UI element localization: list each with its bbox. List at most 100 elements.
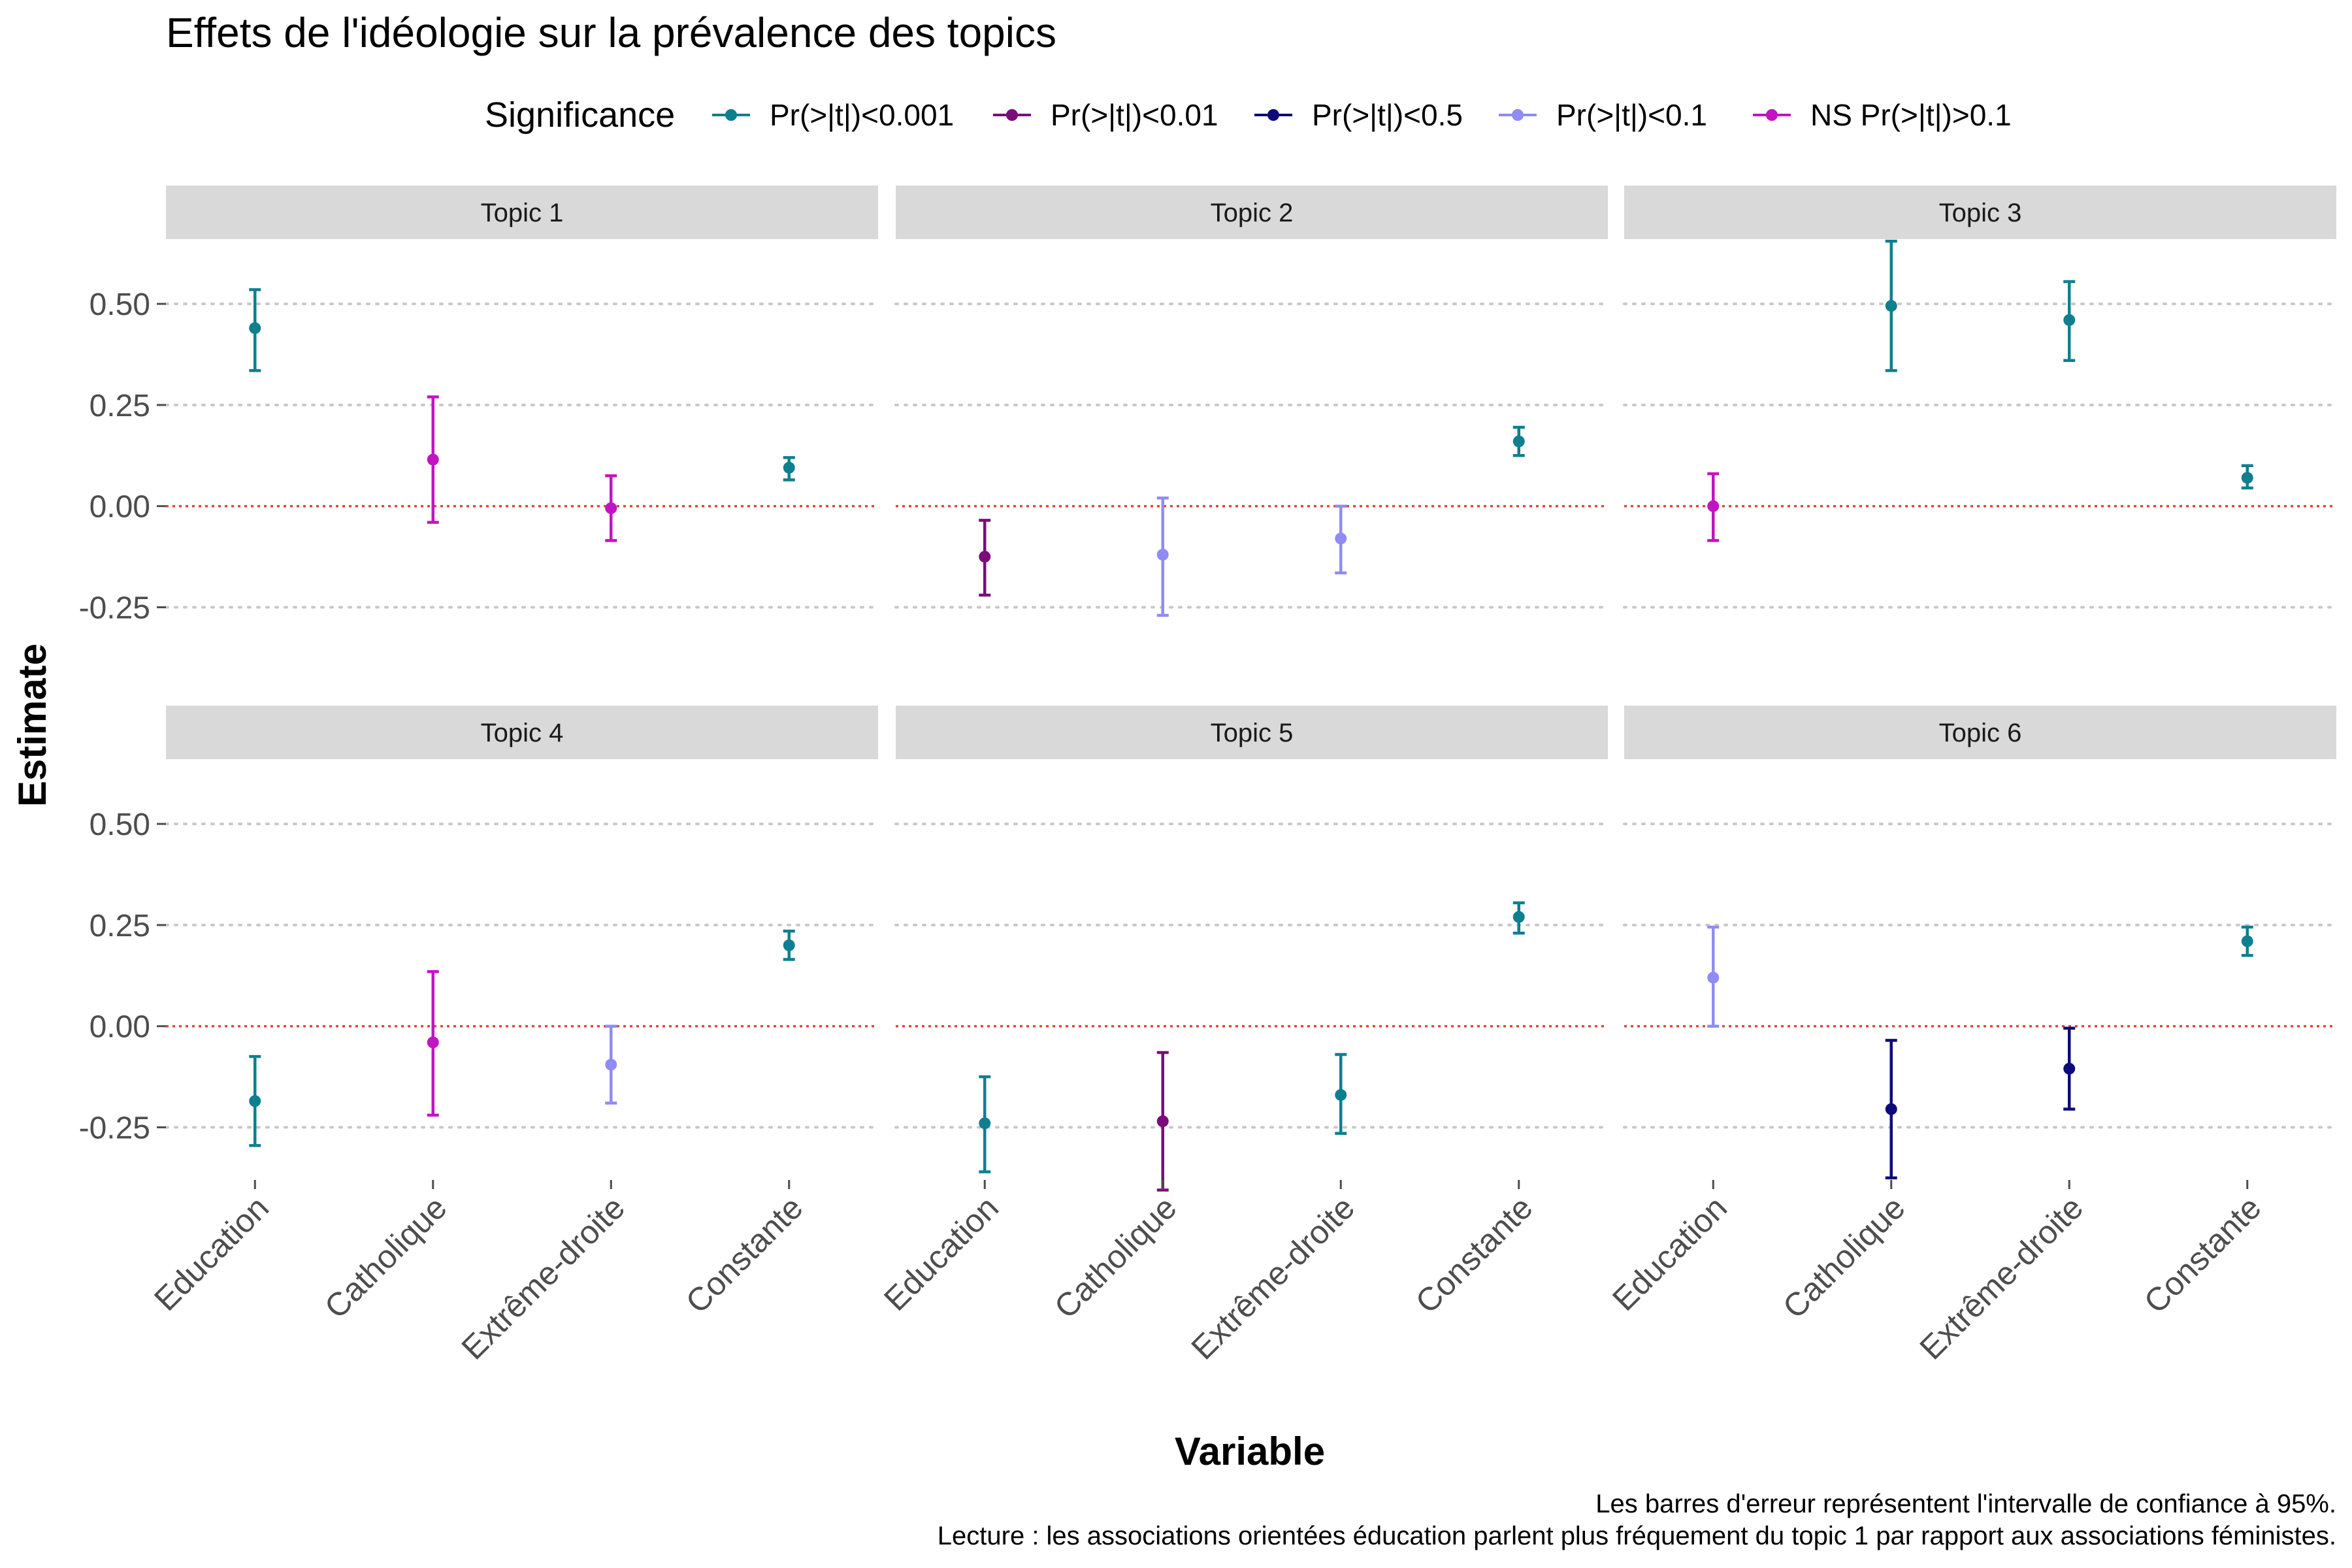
estimate-point: [1335, 1088, 1347, 1101]
error-bar-group: [427, 395, 439, 524]
y-tick-label: 0.25: [90, 389, 150, 423]
error-bar-group: [1707, 925, 1720, 1028]
legend-label: Pr(>|t|)<0.5: [1312, 98, 1463, 132]
legend: Pr(>|t|)<0.001 Pr(>|t|)<0.01 Pr(>|t|)<0.5 P…: [712, 98, 2012, 132]
error-bar-group: [1512, 901, 1525, 935]
error-bar-group: [979, 1075, 991, 1173]
estimate-point: [2241, 472, 2253, 484]
y-axis-title: Estimate: [10, 644, 54, 807]
error-bar-group: [1707, 472, 1720, 542]
x-tick-label: Catholique: [1047, 1189, 1184, 1326]
legend-label: NS Pr(>|t|)>0.1: [1810, 98, 2012, 132]
estimate-point: [2241, 935, 2253, 947]
x-tick-label: Extrême-droite: [455, 1189, 632, 1366]
legend-title: Significance: [485, 95, 675, 135]
facet-strip: [1624, 186, 2336, 239]
facet-strip-label: Topic 4: [481, 719, 564, 747]
estimate-point: [1512, 435, 1525, 448]
estimate-point: [1707, 972, 1720, 984]
estimate-point: [1156, 549, 1169, 561]
x-tick-label: Education: [1605, 1189, 1734, 1318]
legend-label: Pr(>|t|)<0.1: [1556, 98, 1707, 132]
estimate-point: [605, 1058, 617, 1071]
legend-key-point: [725, 109, 737, 121]
x-axis-title: Variable: [1175, 1429, 1325, 1473]
error-bar-group: [2241, 464, 2253, 490]
x-tick-label: Catholique: [1776, 1189, 1912, 1326]
facet-strip-label: Topic 5: [1211, 719, 1294, 747]
error-bar-group: [1335, 1053, 1347, 1135]
estimate-point: [979, 1117, 991, 1130]
caption-line-1: Les barres d'erreur représentent l'inter…: [1595, 1490, 2336, 1518]
facet-panel: Topic 5: [894, 706, 1609, 1192]
estimate-point: [783, 461, 795, 474]
x-tick-label: Extrême-droite: [1184, 1189, 1362, 1366]
estimate-point: [783, 939, 795, 951]
y-tick-label: 0.50: [90, 808, 150, 842]
x-tick-label: Catholique: [318, 1189, 454, 1326]
error-bar-group: [427, 970, 439, 1117]
y-tick-label: 0.00: [90, 490, 150, 525]
error-bar-group: [1335, 504, 1347, 575]
estimate-point: [249, 1095, 261, 1107]
error-bar-group: [249, 1054, 261, 1147]
estimate-point: [249, 322, 261, 335]
x-tick-label: Constante: [679, 1189, 810, 1320]
x-tick-label: Education: [147, 1189, 276, 1318]
facet-panel: Topic 6: [1623, 706, 2338, 1180]
estimate-point: [427, 1036, 439, 1049]
facet-panel: Topic 4: [165, 706, 879, 1147]
estimate-point: [1707, 500, 1720, 512]
y-tick-label: -0.25: [79, 1111, 150, 1146]
estimate-point: [2063, 1062, 2076, 1075]
legend-key-point: [1006, 109, 1018, 121]
error-bar-group: [1156, 1051, 1169, 1192]
facet-strip-label: Topic 3: [1939, 199, 2022, 227]
legend-key-point: [1766, 109, 1778, 121]
error-bar-group: [2063, 280, 2076, 363]
facet-strip: [166, 186, 878, 239]
estimate-point: [1885, 1103, 1897, 1115]
chart-title: Effets de l'idéologie sur la prévalence …: [166, 9, 1056, 56]
error-bar-group: [1512, 425, 1525, 457]
y-axes: -0.25 0.00 0.25 0.50 -0.25 0.00 0.25 0.50: [79, 287, 166, 1146]
x-axes: Education Catholique Extrême-droite Constan…: [147, 1180, 2268, 1367]
caption-line-2: Lecture : les associations orientées édu…: [938, 1522, 2336, 1550]
x-tick-label: Extrême-droite: [1913, 1189, 2090, 1366]
y-tick-label: 0.00: [90, 1010, 150, 1045]
estimate-point: [1156, 1115, 1169, 1128]
estimate-point: [979, 551, 991, 563]
estimate-point: [1512, 911, 1525, 923]
facet-panel: Topic 1: [165, 186, 879, 609]
legend-label: Pr(>|t|)<0.01: [1051, 98, 1218, 132]
estimate-point: [1885, 300, 1897, 312]
facet-strip-label: Topic 1: [481, 199, 564, 227]
x-tick-label: Constante: [2137, 1189, 2268, 1320]
x-tick-label: Education: [877, 1189, 1005, 1318]
x-tick-label: Constante: [1409, 1189, 1540, 1320]
facet-panels: Topic 1 Topic 2 Topic 3 Topic 4 Topic 5 Topic…: [165, 186, 2338, 1192]
estimate-point: [1335, 532, 1347, 545]
facet-panel: Topic 2: [894, 186, 1609, 617]
error-bar-group: [2241, 925, 2253, 957]
legend-key-point: [1267, 109, 1279, 121]
estimate-point: [2063, 314, 2076, 326]
error-bar-group: [1885, 239, 1897, 372]
y-tick-label: 0.50: [90, 287, 150, 322]
error-bar-group: [783, 456, 795, 482]
error-bar-group: [783, 929, 795, 961]
error-bar-group: [1885, 1039, 1897, 1180]
facet-strip: [1624, 706, 2336, 759]
error-bar-group: [979, 519, 991, 597]
facet-strip: [896, 706, 1608, 759]
y-tick-label: -0.25: [79, 591, 150, 626]
legend-key-point: [1512, 109, 1524, 121]
facet-strip: [166, 706, 878, 759]
facet-strip-label: Topic 6: [1939, 719, 2022, 747]
error-bar-group: [249, 288, 261, 372]
facet-panel: Topic 3: [1623, 186, 2338, 609]
legend-label: Pr(>|t|)<0.001: [770, 98, 954, 132]
y-tick-label: 0.25: [90, 909, 150, 943]
estimate-point: [427, 453, 439, 466]
